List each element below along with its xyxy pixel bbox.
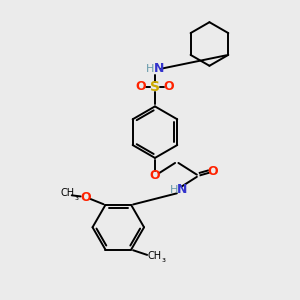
Text: O: O — [207, 165, 218, 178]
Text: S: S — [150, 80, 160, 94]
Text: N: N — [154, 62, 164, 75]
Text: CH: CH — [61, 188, 75, 198]
Text: H: H — [146, 64, 154, 74]
Text: ₃: ₃ — [162, 254, 166, 263]
Text: O: O — [150, 169, 160, 182]
Text: H: H — [169, 184, 178, 195]
Text: O: O — [136, 80, 146, 93]
Text: ₃: ₃ — [75, 192, 79, 202]
Text: CH: CH — [148, 250, 162, 260]
Text: N: N — [176, 183, 187, 196]
Text: O: O — [80, 190, 91, 203]
Text: O: O — [164, 80, 174, 93]
